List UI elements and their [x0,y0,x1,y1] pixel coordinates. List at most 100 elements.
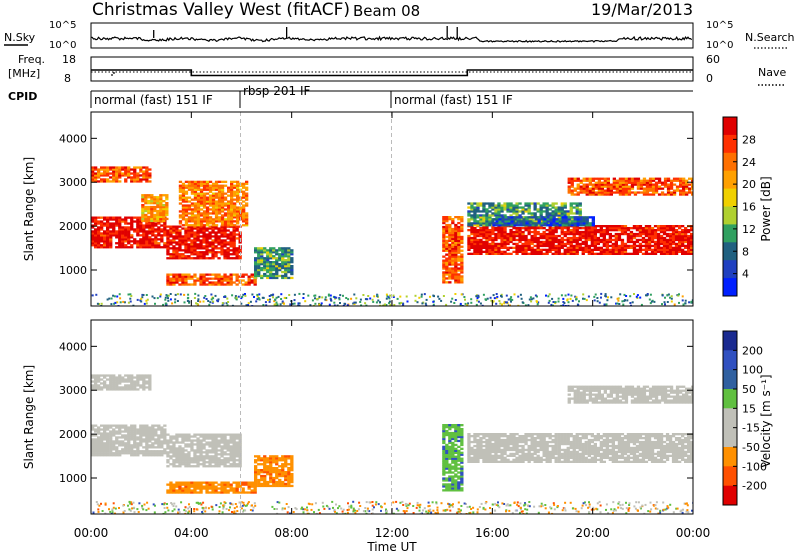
y-tick-label: 4000 [59,132,87,145]
noise-search-label: N.Search [745,31,795,44]
freq-tick-top: 18 [62,53,76,66]
colorbar-swatch [723,170,737,189]
noise-sky-trace [90,35,693,43]
colorbar-swatch [723,466,737,486]
cpid-segment-2: rbsp 201 IF [243,84,310,98]
velocity-panel: 1000 2000 3000 4000 Slant Range [km] [22,319,694,515]
colorbar-swatch [723,260,737,279]
echo-band [166,481,257,494]
colorbar-swatch [723,485,737,506]
colorbar-tick-label: 12 [742,223,756,236]
colorbar-tick-label: 15 [742,402,756,415]
colorbar-swatch [723,188,737,207]
noise-tick-right-bottom: 10^0 [706,40,733,51]
nave-label: Nave [758,66,786,79]
velocity-colorbar-label: Velocity [m s⁻¹] [759,374,773,467]
colorbar-swatch [723,447,737,467]
noise-tick-right-top: 10^5 [706,20,733,31]
colorbar-swatch [723,427,737,448]
colorbar-tick-label: 24 [742,156,756,169]
velocity-colorbar: 200 100 50 15 -15 -50 -100 -200 [722,330,767,506]
date-label: 19/Mar/2013 [591,0,693,19]
echo-band [254,247,294,280]
noise-tick-left-top: 10^5 [49,20,76,31]
power-ylabel: Slant Range [km] [22,157,36,261]
y-tick-label: 4000 [59,340,87,353]
colorbar-frame [722,330,738,506]
colorbar-tick-label: 200 [742,344,763,357]
colorbar-swatch [723,224,737,243]
colorbar-tick-label: 100 [742,364,763,377]
colorbar-swatch [723,350,737,370]
freq-dot [113,72,115,74]
colorbar-tick-label: -100 [742,460,767,473]
cpid-segment-1: normal (fast) 151 IF [94,93,213,107]
echo-band [567,385,693,404]
colorbar-tick-label: 4 [742,268,749,281]
x-tick-label: 12:00 [375,526,410,540]
figure-title: Christmas Valley West (fitACF) [92,0,350,20]
colorbar-swatch [723,278,737,297]
echo-band [567,177,693,196]
freq-label-line1: Freq. [18,53,45,66]
colorbar-tick-label: -15 [742,422,760,435]
beam-label: Beam 08 [353,2,420,20]
freq-trace [91,69,693,77]
freq-label-line2: [MHz] [8,67,40,80]
freq-tick-bottom: 8 [64,72,71,85]
colorbar-swatch [723,152,737,172]
x-tick-label: 08:00 [274,526,309,540]
echo-band [91,166,152,183]
colorbar-tick-label: 20 [742,178,756,191]
cpid-segment-3: normal (fast) 151 IF [394,93,513,107]
echo-band [254,455,294,488]
colorbar-swatch [723,408,737,428]
velocity-ylabel: Slant Range [km] [22,365,36,469]
echo-band [492,216,595,227]
x-axis-label: Time UT [366,540,417,554]
colorbar-tick-label: 50 [742,383,756,396]
nave-tick-bottom: 0 [706,72,713,85]
cpid-panel: CPID normal (fast) 151 IF rbsp 201 IF no… [8,84,693,108]
x-tick-label: 00:00 [676,526,711,540]
x-tick-label: 16:00 [475,526,510,540]
noise-sky-label: N.Sky [4,31,36,44]
y-tick-label: 1000 [59,264,87,277]
echo-band [178,180,249,227]
echo-band [467,225,693,255]
colorbar-tick-label: 28 [742,133,756,146]
echo-band [91,374,152,391]
noise-tick-left-bottom: 10^0 [49,40,76,51]
y-tick-label: 3000 [59,384,87,397]
cpid-label: CPID [8,90,37,103]
freq-dot [111,74,113,76]
colorbar-swatch [723,331,737,351]
echo-band [442,424,464,492]
nave-tick-top: 60 [706,53,720,66]
echo-band [91,424,167,457]
echo-band [166,225,242,260]
noise-panel: N.Sky 10^5 10^0 10^5 10^0 N.Search [4,20,795,51]
colorbar-swatch [723,117,737,136]
y-tick-label: 3000 [59,176,87,189]
near-range-scatter [91,292,693,306]
echo-band [166,273,257,286]
x-tick-label: 20:00 [575,526,610,540]
echo-band [467,433,693,463]
freq-panel: Freq. [MHz] 18 8 60 0 Nave [8,53,786,86]
y-tick-label: 1000 [59,472,87,485]
echo-band [442,216,464,284]
colorbar-swatch [723,369,737,390]
x-tick-label: 00:00 [74,526,109,540]
colorbar-swatch [723,389,737,409]
colorbar-swatch [723,206,737,225]
colorbar-tick-label: -50 [742,441,760,454]
colorbar-swatch [723,134,737,154]
x-tick-label: 04:00 [174,526,209,540]
colorbar-tick-label: 16 [742,201,756,214]
x-axis: 00:00 04:00 08:00 12:00 16:00 20:00 00:00 [74,112,711,540]
y-tick-label: 2000 [59,428,87,441]
near-range-scatter [92,500,693,514]
colorbar-tick-label: 8 [742,245,749,258]
